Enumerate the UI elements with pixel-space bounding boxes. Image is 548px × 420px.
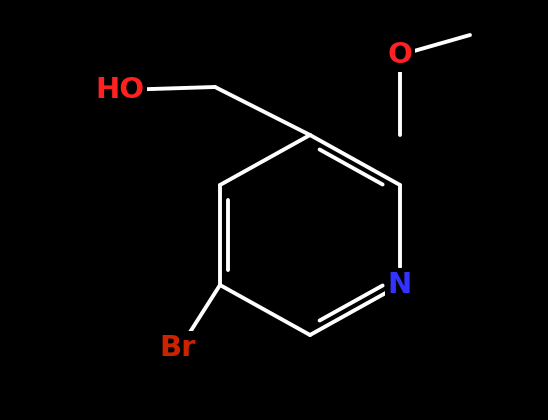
Text: Br: Br [160,334,196,362]
Text: O: O [387,41,413,69]
Text: HO: HO [95,76,144,104]
Text: N: N [388,271,412,299]
